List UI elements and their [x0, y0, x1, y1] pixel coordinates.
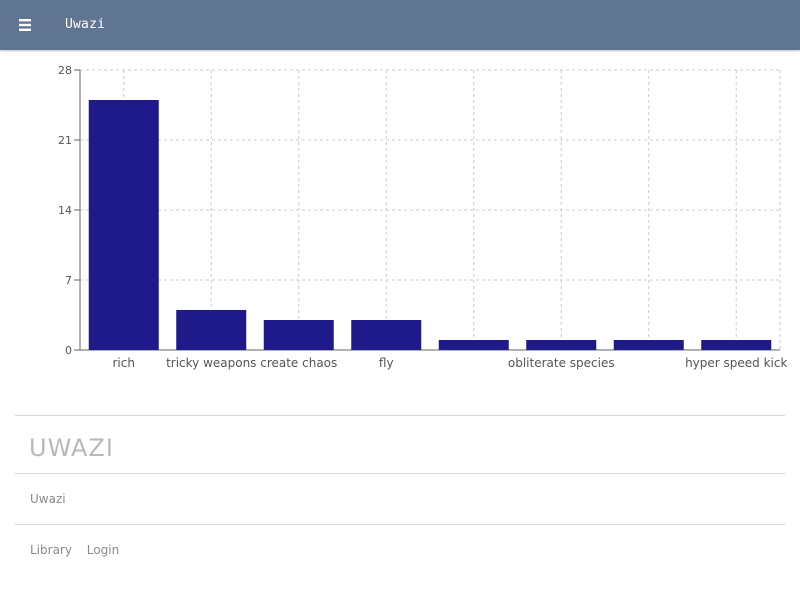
- footer-name-row: Uwazi: [15, 473, 785, 524]
- bar[interactable]: [438, 340, 509, 350]
- chart-bars: [88, 100, 772, 350]
- menu-button[interactable]: [10, 10, 40, 40]
- chart-y-ticks: 0 7 14 21 28: [58, 64, 72, 357]
- bar[interactable]: [263, 320, 334, 350]
- footer: UWAZI Uwazi Library Login: [15, 415, 785, 585]
- bar[interactable]: [526, 340, 597, 350]
- hamburger-menu-icon: [19, 19, 31, 31]
- footer-link-login[interactable]: Login: [86, 543, 120, 557]
- footer-logo: UWAZI: [29, 434, 114, 462]
- y-tick-label: 28: [58, 64, 72, 77]
- bar[interactable]: [176, 310, 247, 350]
- x-tick-label: obliterate species: [508, 356, 615, 370]
- app-title[interactable]: Uwazi: [65, 17, 106, 32]
- footer-link-library[interactable]: Library: [30, 543, 72, 557]
- bar-chart: 0 7 14 21 28 rich tricky weapons create chaos f…: [58, 64, 788, 370]
- y-tick-label: 7: [65, 274, 72, 287]
- bar[interactable]: [613, 340, 684, 350]
- x-tick-label: rich: [113, 356, 135, 370]
- x-tick-label: create chaos: [260, 356, 337, 370]
- y-tick-label: 14: [58, 204, 72, 217]
- y-tick-label: 0: [65, 344, 72, 357]
- top-navbar: Uwazi: [0, 0, 800, 50]
- footer-site-name: Uwazi: [30, 492, 66, 506]
- chart-x-labels: rich tricky weapons create chaos fly obliter…: [113, 356, 788, 370]
- x-tick-label: tricky weapons: [166, 356, 256, 370]
- footer-links-row: Library Login: [15, 524, 785, 585]
- bar[interactable]: [88, 100, 159, 350]
- x-tick-label: hyper speed kick: [685, 356, 787, 370]
- y-tick-label: 21: [58, 134, 72, 147]
- footer-links: Library Login: [30, 543, 130, 557]
- chart-grid: [80, 69, 781, 350]
- x-tick-label: fly: [379, 356, 394, 370]
- bar[interactable]: [701, 340, 772, 350]
- bar[interactable]: [351, 320, 422, 350]
- footer-logo-row: UWAZI: [15, 415, 785, 473]
